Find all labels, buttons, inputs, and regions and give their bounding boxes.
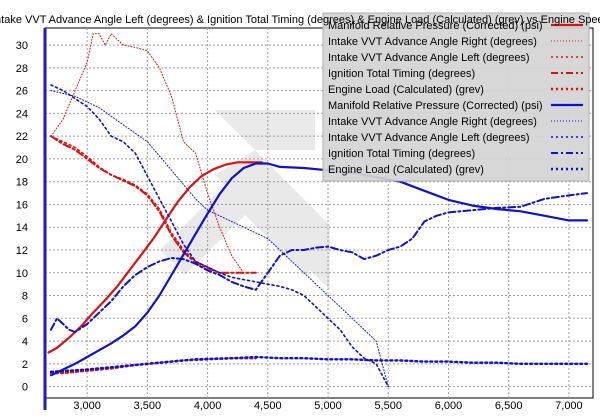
legend-label: Intake VVT Advance Angle Right (degrees)	[328, 116, 537, 128]
x-tick-label: 3,500	[134, 400, 162, 412]
x-tick-label: 3,000	[73, 400, 101, 412]
y-tick-label: 4	[22, 336, 28, 348]
x-tick-label: 6,000	[435, 400, 463, 412]
x-tick-label: 4,500	[254, 400, 282, 412]
legend-label: Intake VVT Advance Angle Left (degrees)	[328, 132, 530, 144]
series-line-5	[49, 162, 589, 377]
y-tick-label: 10	[16, 268, 28, 280]
y-tick-label: 0	[22, 382, 28, 394]
legend-label: Intake VVT Advance Angle Left (degrees)	[328, 52, 530, 64]
watermark-shape	[160, 110, 330, 290]
y-tick-label: 16	[16, 199, 28, 211]
y-tick-label: 20	[16, 154, 28, 166]
x-tick-label: 6,500	[495, 400, 523, 412]
y-tick-label: 28	[16, 63, 28, 75]
legend-label: Intake VVT Advance Angle Right (degrees)	[328, 36, 537, 48]
series-line-6	[50, 90, 389, 388]
series-line-0	[47, 161, 263, 354]
y-tick-label: 24	[16, 108, 28, 120]
y-tick-label: 12	[16, 245, 28, 257]
x-tick-label: 5,500	[374, 400, 402, 412]
legend-label: Ignition Total Timing (degrees)	[328, 68, 475, 80]
y-tick-label: 6	[22, 313, 28, 325]
series-layer	[47, 33, 589, 388]
legend-label: Engine Load (Calculated) (grev)	[328, 164, 484, 176]
legend-label: Ignition Total Timing (degrees)	[328, 148, 475, 160]
y-tick-label: 14	[16, 222, 28, 234]
series-line-8	[50, 192, 588, 333]
y-tick-label: 22	[16, 131, 28, 143]
series-line-9	[49, 355, 589, 373]
x-tick-label: 5,000	[314, 400, 342, 412]
legend: Manifold Relative Pressure (Corrected) (…	[322, 12, 590, 182]
legend-label: Manifold Relative Pressure (Corrected) (…	[328, 20, 543, 32]
series-line-7	[50, 84, 390, 388]
legend-label: Manifold Relative Pressure (Corrected) (…	[328, 100, 543, 112]
x-tick-label: 7,000	[555, 400, 583, 412]
legend-label: Engine Load (Calculated) (grev)	[328, 84, 484, 96]
legend-box	[322, 12, 590, 182]
x-tick-label: 4,000	[194, 400, 222, 412]
watermark-logo	[160, 110, 330, 290]
y-tick-label: 8	[22, 291, 28, 303]
y-tick-label: 2	[22, 359, 28, 371]
y-tick-label: 26	[16, 86, 28, 98]
y-tick-label: 18	[16, 177, 28, 189]
y-tick-label: 30	[16, 40, 28, 52]
series-line-3	[50, 135, 257, 274]
chart-title: Intake VVT Advance Angle Left (degrees) …	[0, 14, 600, 26]
series-line-1	[50, 33, 245, 274]
